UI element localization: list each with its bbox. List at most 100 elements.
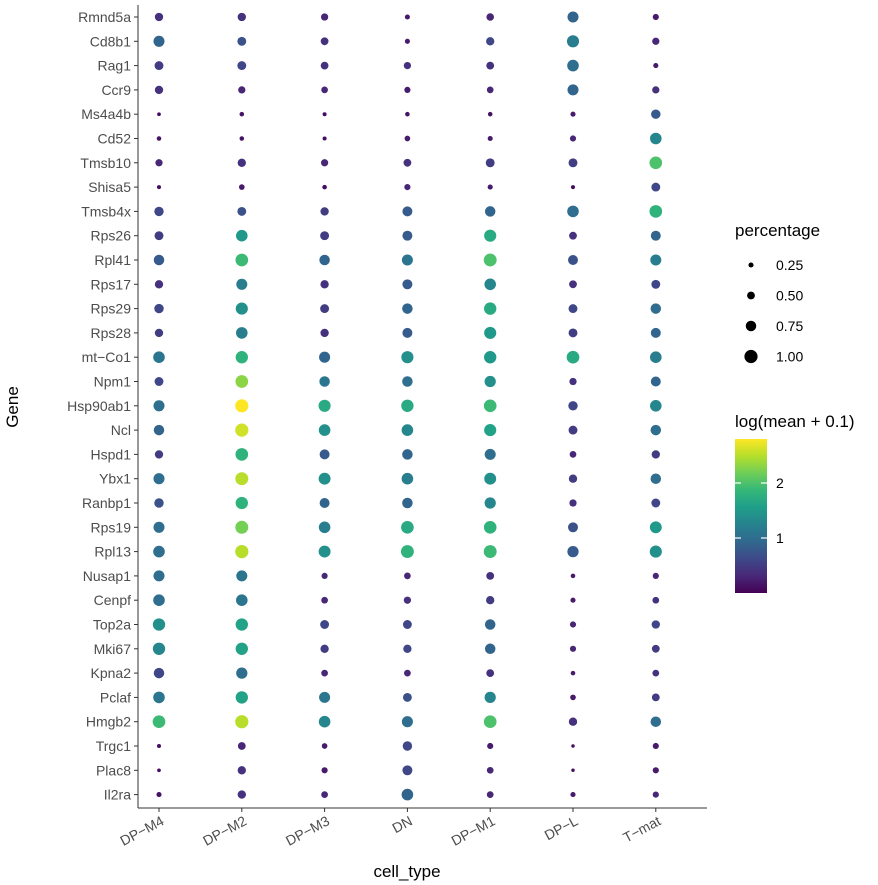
dot — [239, 111, 245, 117]
size-legend-label: 1.00 — [776, 349, 803, 365]
dot — [571, 744, 575, 748]
dot — [404, 572, 411, 580]
dot — [484, 424, 497, 437]
dot — [238, 86, 246, 94]
dot — [235, 448, 249, 461]
y-axis-ticks: Rmnd5a Cd8b1 Rag1 Ccr9 Ms4a4b Cd52 Tmsb10 Shisa… — [67, 9, 138, 803]
dot — [649, 545, 662, 558]
dot — [570, 597, 576, 603]
dot — [320, 304, 330, 314]
dot — [652, 572, 659, 579]
y-tick-label: Rpl13 — [94, 544, 131, 560]
dot — [651, 279, 661, 289]
dot — [157, 768, 161, 773]
dot — [568, 328, 578, 338]
dot — [235, 472, 249, 486]
dot — [566, 350, 580, 364]
dot — [235, 302, 248, 315]
dot — [322, 112, 327, 117]
x-axis-ticks: DP−M4 DP−M2 DP−M3 DN DP−M1 DP−L T−mat — [117, 808, 663, 849]
y-tick-label: Rag1 — [98, 58, 132, 74]
dot — [569, 621, 577, 628]
dot — [567, 84, 579, 96]
dot — [567, 59, 579, 72]
x-tick-label: T−mat — [620, 812, 663, 845]
dot — [652, 742, 659, 750]
dot — [403, 596, 412, 604]
dot — [484, 206, 496, 217]
dot — [404, 86, 411, 93]
dot — [154, 498, 164, 508]
dot — [237, 766, 246, 775]
dot — [652, 767, 659, 774]
dot — [237, 158, 246, 167]
dot — [321, 596, 328, 604]
dot — [403, 644, 412, 653]
dot — [402, 449, 413, 460]
dot — [404, 14, 410, 20]
dot — [235, 496, 248, 510]
y-tick-label: Mki67 — [94, 641, 132, 657]
dot — [153, 254, 165, 266]
dot — [401, 254, 413, 266]
dot — [568, 474, 578, 483]
dot — [486, 13, 494, 21]
dot — [652, 37, 660, 45]
dot — [650, 132, 662, 145]
dot — [235, 399, 249, 413]
dot — [570, 185, 576, 190]
dot — [402, 303, 413, 314]
size-legend-label: 0.50 — [776, 288, 803, 304]
dot — [156, 792, 162, 798]
dot — [153, 521, 165, 533]
size-legend-dot — [744, 349, 758, 364]
dot — [402, 230, 413, 241]
dot — [156, 185, 162, 190]
dot — [405, 111, 410, 117]
dot — [401, 520, 414, 534]
dot — [567, 205, 579, 218]
dot — [483, 399, 497, 413]
dot — [321, 743, 328, 749]
size-legend-dot — [748, 262, 754, 268]
dot — [651, 644, 660, 653]
dot — [319, 498, 330, 508]
size-legend: percentage 0.25 0.50 0.75 1.00 — [735, 221, 820, 365]
dot — [404, 135, 411, 142]
dot — [153, 473, 165, 485]
dot — [402, 206, 413, 217]
y-tick-label: Trgc1 — [96, 738, 131, 754]
x-tick-label: DP−L — [542, 812, 581, 843]
dot — [153, 351, 165, 363]
dot — [318, 521, 331, 534]
y-tick-label: Rmnd5a — [78, 9, 131, 25]
dot — [570, 573, 576, 579]
dot — [154, 328, 164, 338]
dot — [569, 135, 577, 142]
dot — [650, 400, 662, 412]
dot — [318, 545, 331, 558]
size-legend-label: 0.25 — [776, 257, 803, 273]
dot — [154, 85, 164, 95]
y-tick-label: Plac8 — [96, 762, 131, 778]
y-tick-label: Rps17 — [91, 276, 132, 292]
dot — [652, 13, 659, 21]
dot — [404, 184, 411, 191]
size-legend-dot — [747, 291, 755, 300]
dot — [154, 61, 164, 71]
dot — [486, 37, 495, 46]
dot — [569, 231, 577, 240]
dot — [649, 156, 663, 170]
y-tick-label: Ms4a4b — [81, 106, 131, 122]
x-tick-label: DP−M3 — [283, 812, 332, 848]
dot — [156, 743, 162, 749]
dot — [320, 13, 329, 21]
dot — [402, 376, 413, 387]
dot — [568, 304, 578, 314]
dot — [235, 545, 249, 559]
y-tick-label: Rps19 — [91, 519, 132, 535]
dot — [320, 207, 329, 216]
y-tick-label: Ybx1 — [99, 471, 131, 487]
dot — [484, 691, 496, 704]
